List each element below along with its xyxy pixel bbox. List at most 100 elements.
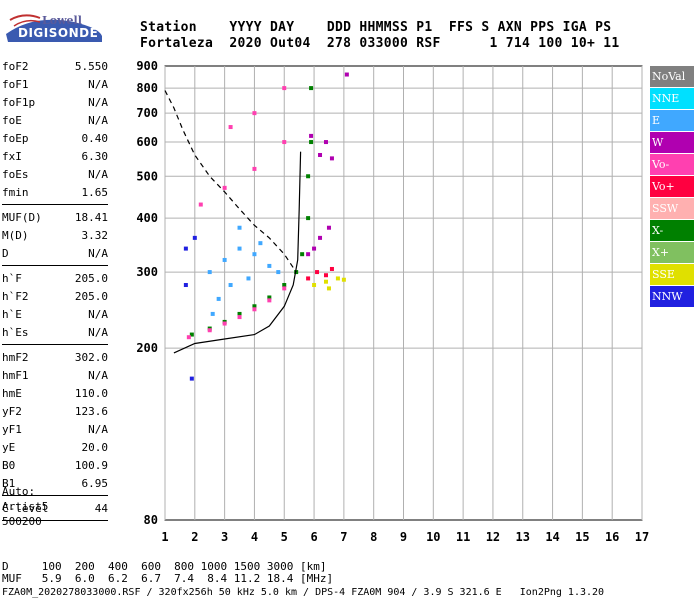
data-point	[309, 140, 314, 145]
param-label: h`Es	[2, 326, 29, 339]
y-tick-label: 900	[136, 59, 158, 73]
x-tick-label: 10	[426, 530, 440, 544]
param-value: N/A	[88, 114, 108, 127]
data-point	[252, 307, 257, 312]
legend-item: NNW	[650, 286, 694, 307]
param-row: yF1 N/A	[2, 421, 108, 439]
y-tick-label: 700	[136, 106, 158, 120]
y-tick-label: 80	[144, 513, 158, 527]
x-tick-label: 7	[340, 530, 347, 544]
x-tick-label: 13	[516, 530, 530, 544]
footer-file-info: FZA0M_2020278033000.RSF / 320fx256h 50 k…	[2, 587, 605, 598]
param-label: h`F	[2, 272, 22, 285]
data-point	[341, 277, 346, 282]
param-label: MUF(D)	[2, 211, 42, 224]
data-point	[344, 72, 349, 77]
data-point	[252, 166, 257, 171]
param-value: 0.40	[81, 132, 109, 145]
x-tick-label: 9	[400, 530, 407, 544]
data-point	[252, 111, 257, 116]
data-point	[326, 286, 331, 291]
x-tick-label: 14	[545, 530, 559, 544]
param-group-confidence: C-level 44	[2, 500, 108, 518]
param-label: yE	[2, 441, 16, 454]
param-label: h`F2	[2, 290, 29, 303]
footer-distance-row: D 100 200 400 600 800 1000 1500 3000 [km…	[2, 560, 327, 573]
param-value: 302.0	[74, 351, 108, 364]
data-point	[207, 270, 212, 275]
data-point	[237, 311, 242, 316]
data-point	[267, 295, 272, 300]
data-point	[306, 252, 311, 257]
param-label: D	[2, 247, 9, 260]
data-point	[189, 332, 194, 337]
header-values: Fortaleza 2020 Out04 278 033000 RSF 1 71…	[140, 36, 620, 51]
y-tick-label: 300	[136, 265, 158, 279]
footer-muf-row: MUF 5.9 6.0 6.2 6.7 7.4 8.4 11.2 18.4 [M…	[2, 572, 334, 585]
param-divider	[2, 520, 108, 521]
param-label: M(D)	[2, 229, 29, 242]
param-value: 5.550	[74, 60, 108, 73]
profile-line	[173, 151, 302, 354]
data-point	[228, 125, 233, 130]
param-value: 18.41	[74, 211, 108, 224]
param-value: N/A	[88, 78, 108, 91]
data-point	[246, 276, 251, 281]
param-label: B0	[2, 459, 16, 472]
param-row: D N/A	[2, 245, 108, 263]
param-value: 20.0	[81, 441, 109, 454]
x-tick-label: 17	[635, 530, 649, 544]
data-point	[222, 321, 227, 326]
param-label: foF1p	[2, 96, 36, 109]
param-value: N/A	[88, 326, 108, 339]
logo-digisonde-text: DIGISONDE	[18, 26, 99, 40]
param-row: foF2 5.550	[2, 58, 108, 76]
y-tick-label: 800	[136, 81, 158, 95]
param-label: hmF2	[2, 351, 29, 364]
param-group-virtual-heights: h`F 205.0 h`F2 205.0 h`E N/A h`Es N/A	[2, 270, 108, 342]
legend-item: NoVal	[650, 66, 694, 87]
data-point	[237, 246, 242, 251]
data-point	[183, 283, 188, 288]
x-tick-label: 2	[191, 530, 198, 544]
data-point	[300, 252, 305, 257]
data-point	[237, 315, 242, 320]
y-tick-label: 400	[136, 211, 158, 225]
header-labels: Station YYYY DAY DDD HHMMSS P1 FFS S AXN…	[140, 20, 612, 35]
x-axis-ticks: 1 2 3 4 5 6 7 8 9 10 11 12 13 14 15 16 17	[161, 530, 649, 544]
data-point	[306, 174, 311, 179]
param-row: B1 6.95	[2, 475, 108, 493]
x-tick-label: 6	[310, 530, 317, 544]
data-point	[267, 298, 272, 303]
param-value: N/A	[88, 168, 108, 181]
param-value: 123.6	[74, 405, 108, 418]
data-point	[323, 140, 328, 145]
data-point	[335, 276, 340, 281]
profile-curves	[164, 90, 302, 354]
param-value: 100.9	[74, 459, 108, 472]
data-point	[198, 202, 203, 207]
param-value: 6.30	[81, 150, 109, 163]
data-point	[183, 246, 188, 251]
y-tick-label: 600	[136, 135, 158, 149]
data-point	[216, 296, 221, 301]
data-point	[210, 311, 215, 316]
param-value: 205.0	[74, 272, 108, 285]
param-row: hmE 110.0	[2, 385, 108, 403]
x-tick-label: 5	[281, 530, 288, 544]
param-divider	[2, 204, 108, 205]
param-row: foF1p N/A	[2, 94, 108, 112]
param-row: foEp 0.40	[2, 130, 108, 148]
data-point	[282, 286, 287, 291]
param-value: 205.0	[74, 290, 108, 303]
param-value: 44	[94, 502, 108, 515]
legend-item: Vo-	[650, 154, 694, 175]
digisonde-logo: Lowell DIGISONDE	[4, 6, 104, 46]
x-tick-label: 12	[486, 530, 500, 544]
data-point	[326, 225, 331, 230]
legend-item: Vo+	[650, 176, 694, 197]
param-label: foEs	[2, 168, 29, 181]
y-axis-ticks: 80 200 300 400 500 600 700 800 900	[136, 59, 158, 527]
data-point	[312, 283, 317, 288]
data-point	[318, 152, 323, 157]
